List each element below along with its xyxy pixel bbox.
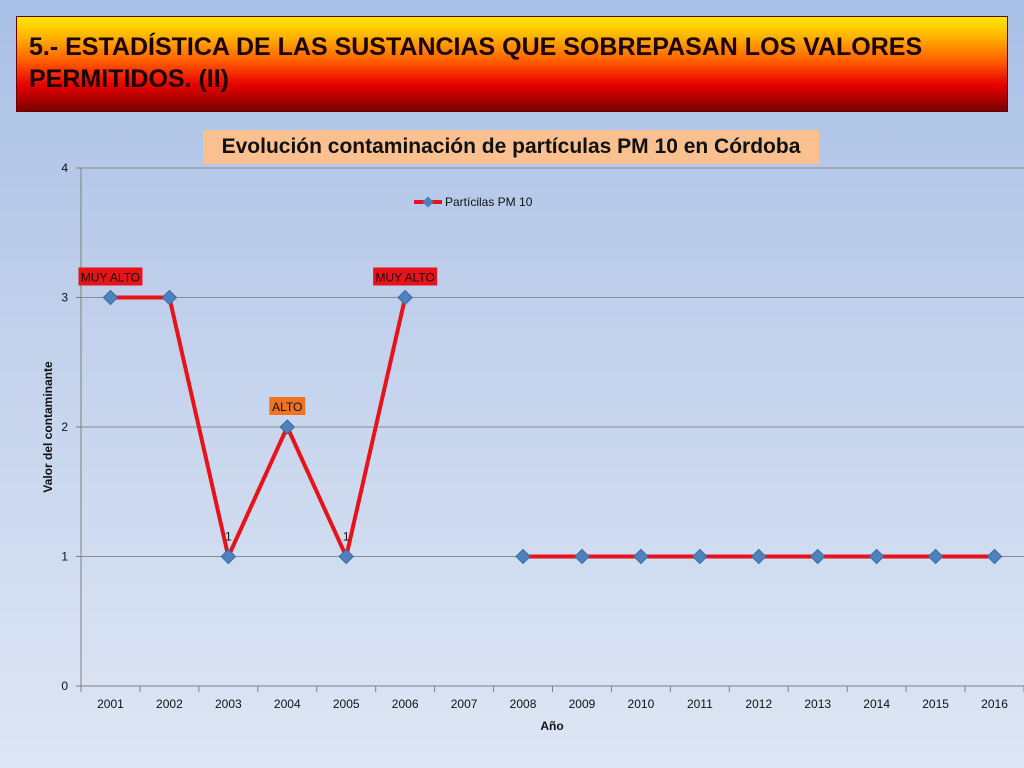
marker-2016	[986, 548, 1003, 565]
marker-2008	[515, 548, 531, 565]
x-tick-2005: 2005	[333, 697, 360, 711]
legend-marker-swatch	[422, 196, 434, 208]
marker-2002	[161, 289, 178, 306]
slide-title: 5.- ESTADÍSTICA DE LAS SUSTANCIAS QUE SO…	[29, 33, 923, 93]
axes	[76, 167, 1024, 692]
x-tick-2006: 2006	[392, 697, 419, 711]
marker-2004	[279, 419, 296, 435]
marker-2014	[868, 548, 885, 565]
x-tick-2011: 2011	[687, 697, 713, 711]
marker-2006	[397, 289, 413, 306]
x-tick-2013: 2013	[804, 697, 831, 711]
y-tick-3: 3	[61, 291, 68, 305]
slide-title-banner: 5.- ESTADÍSTICA DE LAS SUSTANCIAS QUE SO…	[16, 16, 1008, 112]
x-tick-labels: 2001 2002 2003 2004 2005 2006 2007 2008 2009 2010…	[97, 697, 1008, 711]
x-tick-2008: 2008	[510, 697, 537, 711]
marker-2011	[692, 548, 708, 565]
x-tick-2004: 2004	[274, 697, 301, 711]
x-axis-label: Año	[540, 719, 563, 733]
y-tick-labels: 0 1 2 3 4	[61, 161, 68, 693]
x-tick-2009: 2009	[569, 697, 596, 711]
y-tick-4: 4	[61, 161, 68, 175]
data-label-2006: MUY ALTO	[375, 271, 434, 285]
gridlines	[81, 167, 1024, 557]
x-tick-2001: 2001	[97, 697, 124, 711]
x-tick-2012: 2012	[745, 697, 772, 711]
data-label-box-2004	[269, 397, 306, 415]
series-line-segment	[110, 295, 408, 563]
x-tick-2003: 2003	[215, 697, 242, 711]
x-tick-2010: 2010	[628, 697, 655, 711]
marker-2013	[809, 548, 826, 565]
data-label-2001: MUY ALTO	[81, 271, 140, 285]
y-tick-1: 1	[61, 550, 68, 564]
data-labels: MUY ALTO 1 ALTO 1 MUY ALTO	[78, 267, 438, 544]
marker-2012	[751, 548, 767, 565]
marker-2003	[220, 548, 237, 565]
legend-label: Partícilas PM 10	[445, 195, 533, 209]
data-label-box-2001	[78, 267, 143, 286]
marker-2010	[633, 548, 649, 565]
legend: Partícilas PM 10	[414, 195, 533, 209]
x-tick-2014: 2014	[863, 697, 890, 711]
data-label-box-2006	[373, 267, 438, 286]
x-tick-2016: 2016	[981, 697, 1008, 711]
series-markers	[102, 289, 1003, 565]
data-label-2005: 1	[343, 530, 350, 544]
data-label-2004: ALTO	[272, 400, 302, 414]
x-tick-2007: 2007	[451, 697, 478, 711]
marker-2001	[102, 289, 119, 306]
marker-2015	[927, 548, 944, 565]
chart-title: Evolución contaminación de partículas PM…	[203, 130, 819, 164]
marker-2009	[574, 548, 590, 565]
y-tick-2: 2	[61, 420, 68, 434]
x-tick-2002: 2002	[156, 697, 183, 711]
x-tick-2015: 2015	[922, 697, 949, 711]
y-tick-0: 0	[61, 679, 68, 693]
y-axis-label: Valor del contaminante	[41, 361, 55, 493]
marker-2005	[338, 548, 354, 565]
data-label-2003: 1	[225, 530, 232, 544]
